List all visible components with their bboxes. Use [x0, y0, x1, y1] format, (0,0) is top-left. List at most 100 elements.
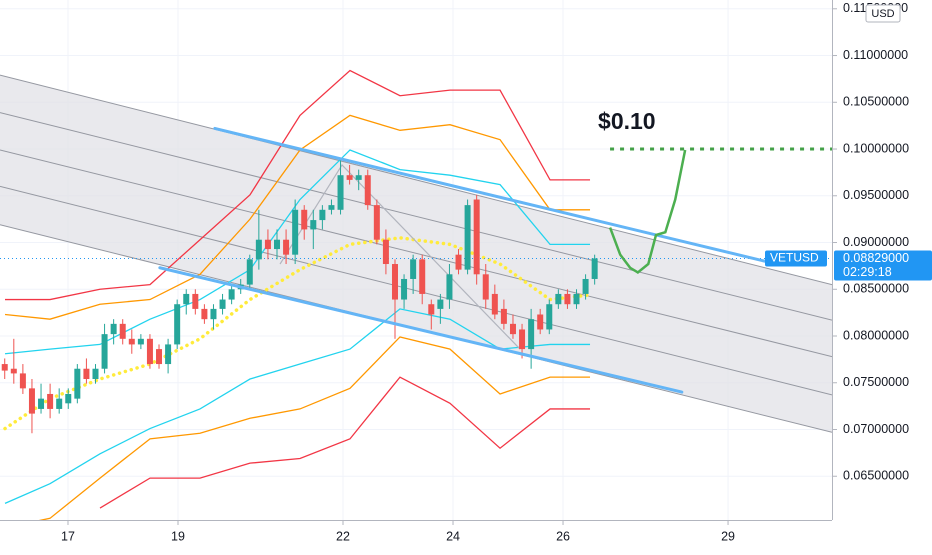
x-tick-label: 24: [446, 529, 460, 543]
candle-body: [337, 175, 344, 210]
channel-line: [0, 185, 832, 396]
candle-body: [183, 293, 190, 305]
axes: 0.06500000 0.07000000 0.07500000 0.08000000…: [61, 1, 909, 543]
band-line: [38, 336, 591, 520]
candle-body: [228, 289, 235, 300]
band-line: [5, 69, 591, 301]
candle-body: [128, 338, 135, 345]
candle-body: [10, 368, 17, 374]
candle-body: [165, 344, 172, 365]
y-tick-label: 0.07500000: [843, 375, 909, 389]
y-tick-label: 0.09500000: [843, 188, 909, 202]
candle-body: [192, 293, 199, 309]
candle-body: [110, 323, 117, 335]
candle-body: [482, 274, 489, 300]
candle-body: [65, 393, 72, 404]
y-tick-label: 0.07000000: [843, 422, 909, 436]
y-tick-label: 0.10500000: [843, 95, 909, 109]
x-tick-label: 17: [61, 529, 75, 543]
candle-body: [437, 299, 444, 309]
target-label: $0.10: [598, 108, 656, 134]
x-tick-label: 26: [556, 529, 570, 543]
candle-body: [446, 274, 453, 300]
symbol-label: VETUSD: [770, 251, 819, 265]
x-tick-label: 22: [336, 529, 350, 543]
countdown-label: 02:29:18: [843, 265, 892, 279]
y-tick-label: 0.10000000: [843, 141, 909, 155]
y-tick-label: 0.08000000: [843, 328, 909, 342]
candle-body: [310, 220, 317, 230]
channel-line: [0, 149, 832, 358]
candle-body: [174, 304, 181, 345]
trend-line: [158, 266, 684, 394]
price-box: [834, 250, 932, 281]
candle-body: [455, 254, 462, 270]
candle-body: [201, 308, 208, 320]
candle-body: [56, 398, 63, 409]
candle-body: [1, 364, 8, 371]
candle-body: [319, 209, 326, 221]
projection-line: [608, 149, 687, 274]
x-tick-label: 19: [171, 529, 185, 543]
candle-body: [219, 299, 226, 309]
y-tick-label: 0.06500000: [843, 469, 909, 483]
candle-body: [491, 293, 498, 315]
candle-body: [264, 239, 271, 250]
candle-body: [419, 259, 426, 294]
candle-body: [28, 388, 35, 414]
candle-body: [573, 293, 580, 305]
candle-body: [401, 278, 408, 300]
candle-body: [47, 393, 54, 409]
candle-body: [137, 338, 144, 345]
candle-body: [156, 349, 163, 365]
candle-body: [255, 239, 262, 260]
candle-body: [591, 258, 598, 279]
band-line: [99, 376, 591, 509]
band-line: [3, 236, 592, 431]
candle-body: [537, 314, 544, 330]
currency-box[interactable]: [865, 4, 901, 23]
currency: USD: [871, 8, 894, 20]
candle-body: [92, 368, 99, 380]
candle-body: [519, 329, 526, 350]
symbol-box: [765, 250, 827, 267]
candle-body: [292, 209, 299, 255]
candle-body: [564, 293, 571, 305]
candle-body: [146, 338, 153, 365]
x-tick-label: 29: [721, 529, 735, 543]
candle-body: [428, 304, 435, 315]
candle-body: [346, 175, 353, 180]
candle-body: [19, 373, 26, 389]
candle-body: [283, 239, 290, 255]
candle-body: [355, 175, 362, 180]
candle-body: [555, 293, 562, 305]
candle-body: [38, 398, 45, 409]
candle-body: [210, 308, 217, 320]
candle-body: [83, 368, 90, 380]
candle-body: [373, 205, 380, 240]
y-tick-label: 0.11000000: [843, 48, 908, 62]
trend-line: [213, 126, 767, 263]
candle-body: [391, 264, 398, 300]
candle-body: [528, 319, 535, 350]
candle-body: [101, 334, 108, 369]
candle-body: [328, 205, 335, 210]
channel-line: [0, 112, 832, 321]
candle-body: [582, 278, 589, 294]
candle-body: [410, 259, 417, 279]
candle-body: [364, 175, 371, 206]
price-label: 0.08829000: [843, 251, 909, 265]
y-tick-label: 0.08500000: [843, 282, 909, 296]
channel-line: [0, 74, 832, 286]
candle-body: [546, 304, 553, 330]
candle-body: [274, 239, 281, 250]
candle-body: [464, 205, 471, 270]
candle-body: [301, 209, 308, 230]
candle-body: [500, 308, 507, 324]
drawing-line: [279, 163, 521, 350]
candle-body: [74, 368, 81, 399]
band-line: [4, 149, 591, 355]
candle-body: [473, 199, 480, 275]
candle-body: [246, 259, 253, 285]
